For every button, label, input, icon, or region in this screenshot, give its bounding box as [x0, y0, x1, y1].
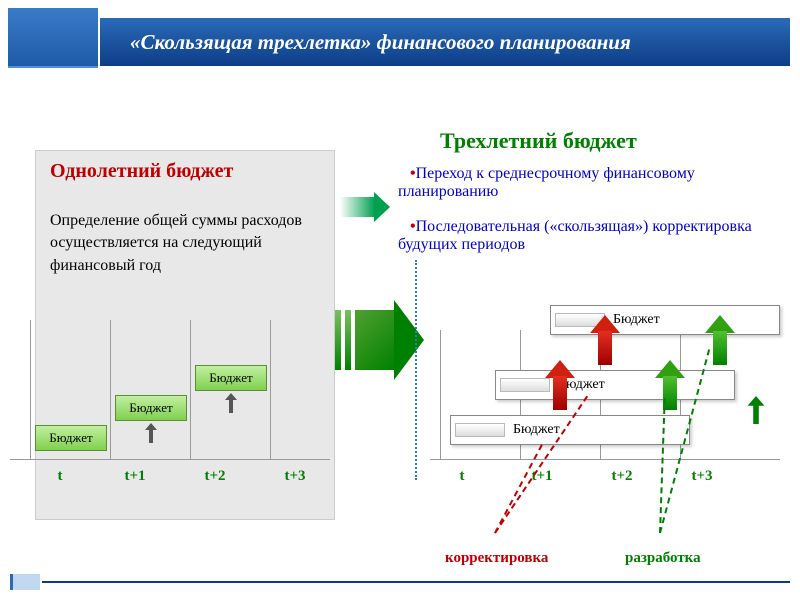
small-up-arrow-icon [748, 396, 765, 424]
right-tick-1: t+1 [502, 468, 582, 485]
dotted-divider [415, 260, 417, 480]
left-budget-0: Бюджет [35, 425, 107, 451]
left-desc: Определение общей суммы расходов осущест… [50, 210, 310, 277]
timeline-right: t t+1 t+2 t+3 Бюджет Бюджет Бюджет [430, 270, 780, 520]
right-tick-0: t [422, 468, 502, 485]
header: «Скользящая трехлетка» финансового плани… [0, 0, 800, 70]
header-corner [8, 8, 98, 68]
bullet-1: •Переход к среднесрочному финансовому пл… [398, 165, 738, 201]
left-tick-2: t+2 [175, 468, 255, 485]
right-budget-2: Бюджет [550, 305, 780, 335]
big-arrow-icon [335, 300, 425, 380]
small-up-arrow-icon [225, 393, 237, 413]
up-arrow-green-icon [655, 360, 685, 410]
legend-red: корректировка [445, 550, 548, 567]
bullet-2: •Последовательная («скользящая») коррект… [398, 218, 758, 254]
up-arrow-green-icon [705, 315, 735, 365]
left-tick-3: t+3 [255, 468, 335, 485]
small-up-arrow-icon [145, 423, 157, 443]
bullet-2-text: Последовательная («скользящая») корректи… [398, 218, 752, 253]
up-arrow-red-icon [545, 360, 575, 410]
legend-green: разработка [625, 550, 701, 567]
left-tick-1: t+1 [95, 468, 175, 485]
footer-accent [10, 574, 40, 590]
up-arrow-red-icon [590, 315, 620, 365]
page-title: «Скользящая трехлетка» финансового плани… [130, 30, 631, 55]
left-heading: Однолетний бюджет [50, 160, 233, 183]
left-budget-2: Бюджет [195, 365, 267, 391]
bullet-1-text: Переход к среднесрочному финансовому пла… [398, 165, 695, 200]
footer-line [42, 581, 790, 583]
right-tick-2: t+2 [582, 468, 662, 485]
right-heading: Трехлетний бюджет [440, 128, 637, 154]
transition-arrow-icon [340, 192, 390, 222]
header-bar: «Скользящая трехлетка» финансового плани… [100, 18, 790, 66]
left-tick-0: t [20, 468, 100, 485]
left-budget-1: Бюджет [115, 395, 187, 421]
timeline-left: t t+1 t+2 t+3 Бюджет Бюджет Бюджет [10, 290, 330, 490]
